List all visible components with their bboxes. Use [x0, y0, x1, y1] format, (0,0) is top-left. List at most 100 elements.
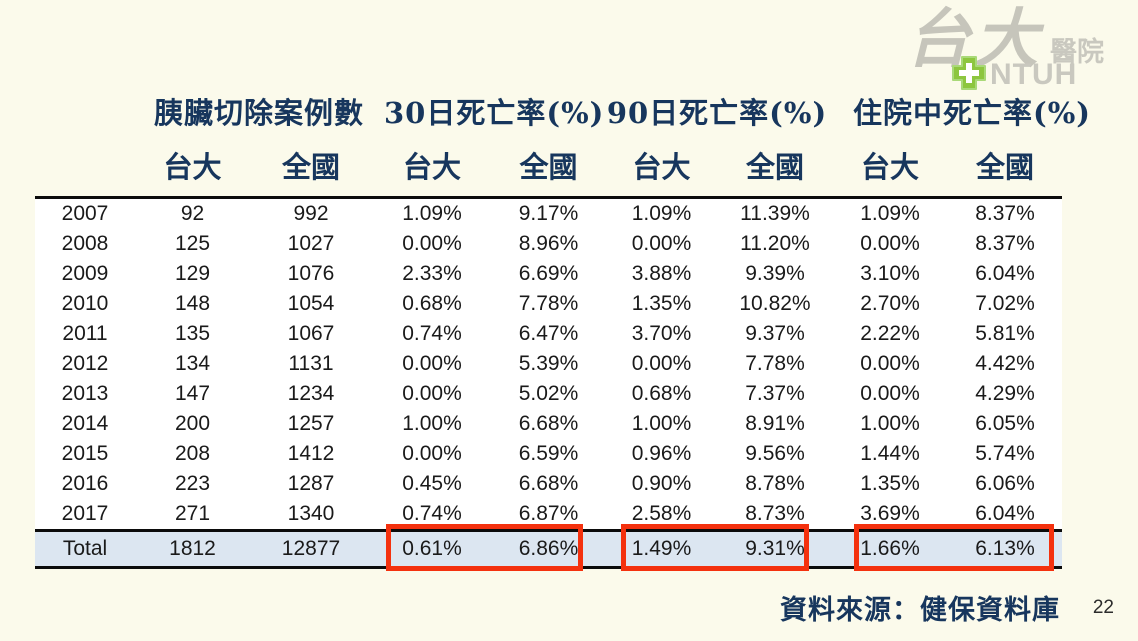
cell-30d-national: 6.47% [518, 322, 579, 345]
cell-30d-ntuh: 0.74% [402, 322, 462, 345]
cell-cases-ntuh: 271 [174, 502, 211, 525]
total-30d-ntuh: 0.61% [402, 537, 462, 560]
cell-30d-national: 5.39% [518, 352, 579, 375]
cell-cases-national: 1257 [287, 412, 335, 435]
logo-hospital-text: 醫院 [1050, 37, 1104, 67]
cell-30d-ntuh: 1.09% [402, 202, 462, 225]
cell-30d-national: 6.68% [518, 412, 579, 435]
cell-90d-national: 8.91% [745, 412, 805, 435]
year-cell: 2009 [61, 262, 109, 285]
cell-cases-ntuh: 134 [174, 352, 211, 375]
cell-cases-ntuh: 148 [174, 292, 211, 315]
table-row: 2010 148 1054 0.68% 7.78% 1.35% 10.82% 2… [35, 289, 1062, 319]
cell-30d-national: 9.17% [518, 202, 579, 225]
cell-hosp-ntuh: 3.10% [860, 262, 920, 285]
table-row: 2014 200 1257 1.00% 6.68% 1.00% 8.91% 1.… [35, 409, 1062, 439]
total-row: Total 1812 12877 0.61% 6.86% 1.49% 9.31%… [35, 532, 1062, 566]
group-header-inhospital-mortality: 住院中死亡率(%) [853, 96, 1091, 130]
cell-hosp-national: 4.29% [975, 382, 1035, 405]
column-sub-headers: 台大 全國 台大 全國 台大 全國 台大 全國 [35, 146, 1062, 190]
cell-90d-ntuh: 2.58% [631, 502, 692, 525]
highlight-box-inhospital-total [854, 524, 1054, 571]
year-cell: 2007 [61, 202, 109, 225]
total-cases-national: 12877 [281, 537, 341, 560]
group-header-30day-mortality: 30日死亡率(%) [384, 96, 605, 130]
cell-30d-ntuh: 0.74% [402, 502, 462, 525]
total-hosp-ntuh: 1.66% [860, 537, 920, 560]
cell-cases-national: 1131 [288, 352, 334, 375]
cell-30d-ntuh: 0.00% [402, 352, 462, 375]
cell-hosp-ntuh: 0.00% [860, 232, 920, 255]
cell-hosp-ntuh: 3.69% [860, 502, 920, 525]
cell-90d-ntuh: 1.35% [631, 292, 692, 315]
cell-hosp-ntuh: 1.35% [860, 472, 920, 495]
year-cell: 2011 [62, 322, 108, 345]
table-mid-rule [35, 529, 1062, 532]
cell-cases-national: 1287 [287, 472, 335, 495]
column-sub-header: 全國 [281, 152, 340, 184]
cell-cases-ntuh: 208 [174, 442, 211, 465]
cell-hosp-national: 8.37% [975, 232, 1035, 255]
total-label: Total [62, 537, 108, 560]
cell-hosp-national: 6.04% [975, 502, 1035, 525]
cell-hosp-ntuh: 0.00% [860, 382, 920, 405]
cell-cases-ntuh: 92 [180, 202, 205, 225]
cell-cases-national: 1027 [287, 232, 335, 255]
cell-hosp-national: 5.81% [975, 322, 1035, 345]
cell-cases-national: 992 [293, 202, 329, 225]
year-cell: 2017 [61, 502, 109, 525]
cell-30d-ntuh: 0.00% [402, 442, 462, 465]
cell-30d-national: 8.96% [518, 232, 579, 255]
column-sub-header: 台大 [860, 152, 919, 184]
cell-90d-national: 11.39% [740, 202, 810, 225]
table-row: 2016 223 1287 0.45% 6.68% 0.90% 8.78% 1.… [35, 469, 1062, 499]
cell-90d-national: 9.37% [745, 322, 805, 345]
cell-30d-national: 6.69% [518, 262, 579, 285]
cell-90d-ntuh: 1.00% [631, 412, 692, 435]
year-cell: 2010 [61, 292, 109, 315]
table-row: 2007 92 992 1.09% 9.17% 1.09% 11.39% 1.0… [35, 199, 1062, 229]
total-30d-national: 6.86% [518, 537, 579, 560]
cell-90d-ntuh: 0.96% [631, 442, 692, 465]
table-row: 2008 125 1027 0.00% 8.96% 0.00% 11.20% 0… [35, 229, 1062, 259]
cell-30d-ntuh: 0.00% [402, 382, 462, 405]
cell-hosp-ntuh: 2.70% [860, 292, 920, 315]
table-row: 2012 134 1131 0.00% 5.39% 0.00% 7.78% 0.… [35, 349, 1062, 379]
column-sub-header: 台大 [632, 152, 691, 184]
total-90d-national: 9.31% [745, 537, 805, 560]
page-number: 22 [1092, 597, 1114, 618]
highlight-box-30day-total [386, 524, 583, 571]
total-cases-ntuh: 1812 [169, 537, 216, 560]
cell-30d-ntuh: 0.45% [402, 472, 462, 495]
cell-30d-ntuh: 0.00% [402, 232, 462, 255]
cell-90d-national: 10.82% [739, 292, 811, 315]
cell-hosp-ntuh: 0.00% [860, 352, 920, 375]
total-90d-ntuh: 1.49% [631, 537, 692, 560]
cell-30d-ntuh: 0.68% [402, 292, 462, 315]
cell-90d-national: 8.73% [745, 502, 805, 525]
group-header-90day-mortality: 90日死亡率(%) [606, 96, 828, 130]
cell-30d-national: 6.87% [518, 502, 579, 525]
cell-90d-national: 7.37% [745, 382, 805, 405]
year-cell: 2013 [61, 382, 109, 405]
highlight-box-90day-total [621, 524, 809, 571]
data-source-note: 資料來源：健保資料庫 [780, 595, 1060, 625]
cell-30d-ntuh: 2.33% [402, 262, 462, 285]
cell-cases-national: 1412 [287, 442, 335, 465]
cell-cases-ntuh: 129 [174, 262, 211, 285]
column-sub-header: 全國 [975, 152, 1034, 184]
cell-cases-national: 1234 [287, 382, 335, 405]
table-top-rule [35, 196, 1062, 199]
cell-90d-ntuh: 3.88% [631, 262, 692, 285]
logo-ntuh-acronym: NTUH [990, 58, 1078, 91]
year-cell: 2016 [61, 472, 109, 495]
cell-hosp-ntuh: 2.22% [860, 322, 920, 345]
year-cell: 2015 [61, 442, 109, 465]
ntuh-logo: 台大 醫院 NTUH [898, 0, 1138, 105]
year-cell: 2008 [61, 232, 109, 255]
table-row: 2009 129 1076 2.33% 6.69% 3.88% 9.39% 3.… [35, 259, 1062, 289]
column-sub-header: 全國 [745, 152, 804, 184]
medical-cross-icon [951, 55, 987, 91]
cell-90d-ntuh: 0.00% [631, 232, 692, 255]
